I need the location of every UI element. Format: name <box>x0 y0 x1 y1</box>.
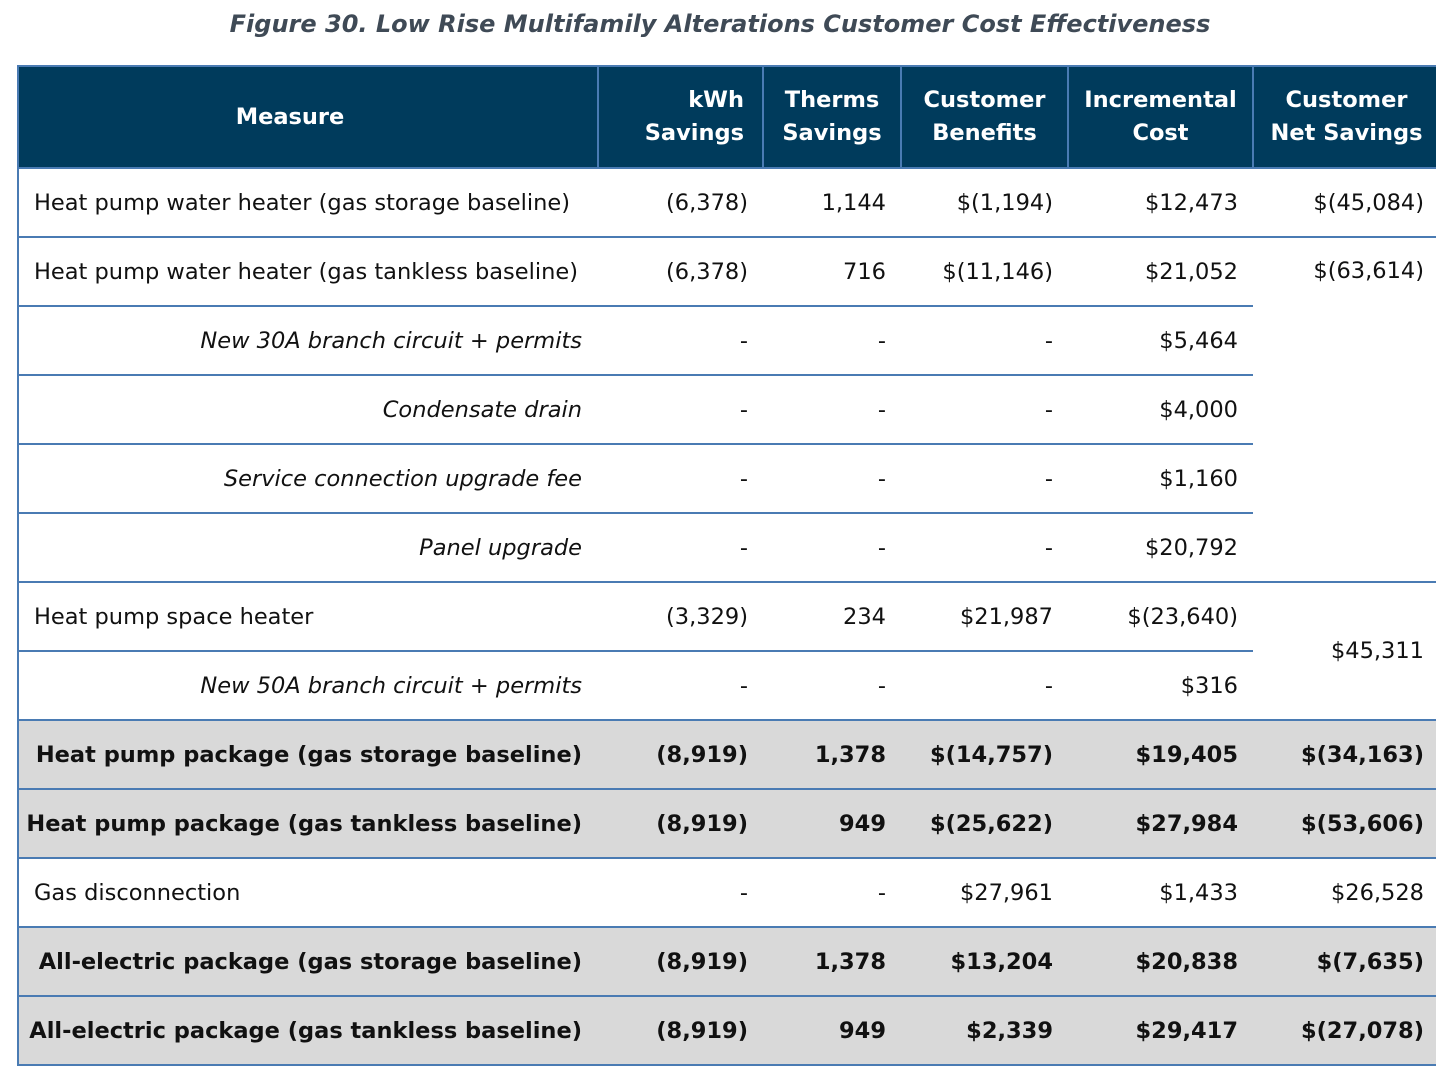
net-savings-cell: $(34,163) <box>1253 719 1436 790</box>
cost-cell: $19,405 <box>1068 719 1253 790</box>
measure-cell: Gas disconnection <box>17 857 598 928</box>
measure-cell: All-electric package (gas tankless basel… <box>17 995 598 1066</box>
measure-cell: Heat pump package (gas tankless baseline… <box>17 788 598 859</box>
therms-cell: 949 <box>763 788 901 859</box>
table-row: Heat pump space heater (3,329) 234 $21,9… <box>17 581 1436 721</box>
cost-cell: $12,473 <box>1068 167 1253 238</box>
measure-cell: All-electric package (gas storage baseli… <box>17 926 598 997</box>
cost-cell: $29,417 <box>1068 995 1253 1066</box>
header-incremental-cost: Incremental Cost <box>1067 65 1254 169</box>
cost-cell: $21,052 <box>1068 236 1253 307</box>
header-kwh-savings: kWh Savings <box>597 65 764 169</box>
kwh-cell: (8,919) <box>598 788 763 859</box>
measure-cell: Service connection upgrade fee <box>17 443 598 514</box>
measure-cell: Heat pump water heater (gas storage base… <box>17 167 598 238</box>
net-savings-cell: $26,528 <box>1253 857 1436 928</box>
kwh-cell: - <box>598 305 763 376</box>
benefits-cell: - <box>901 374 1068 445</box>
table-header: Measure kWh Savings Therms Savings Custome… <box>17 65 1436 169</box>
table-row: Gas disconnection - - $27,961 $1,433 $26… <box>17 857 1436 928</box>
kwh-cell: (6,378) <box>598 167 763 238</box>
cost-cell: $5,464 <box>1068 305 1253 376</box>
net-savings-cell: $(7,635) <box>1253 926 1436 997</box>
cost-effectiveness-table: Measure kWh Savings Therms Savings Custome… <box>17 65 1436 1066</box>
header-customer-benefits: Customer Benefits <box>900 65 1069 169</box>
therms-cell: - <box>763 443 901 514</box>
kwh-cell: (3,329) <box>598 581 763 652</box>
net-savings-cell: $45,311 <box>1253 581 1436 721</box>
therms-cell: 1,144 <box>763 167 901 238</box>
cost-cell: $20,838 <box>1068 926 1253 997</box>
header-therms-savings: Therms Savings <box>762 65 902 169</box>
therms-cell: 1,378 <box>763 926 901 997</box>
benefits-cell: $(11,146) <box>901 236 1068 307</box>
cost-cell: $1,433 <box>1068 857 1253 928</box>
table-row: Heat pump package (gas storage baseline)… <box>17 719 1436 790</box>
measure-cell: Heat pump package (gas storage baseline) <box>17 719 598 790</box>
net-savings-cell: $(45,084) <box>1253 167 1436 238</box>
benefits-cell: - <box>901 512 1068 583</box>
table-row: Service connection upgrade fee - - - $1,… <box>17 443 1436 514</box>
header-customer-net-savings: Customer Net Savings <box>1252 65 1436 169</box>
kwh-cell: (6,378) <box>598 236 763 307</box>
benefits-cell: - <box>901 305 1068 376</box>
therms-cell: 234 <box>763 581 901 652</box>
benefits-cell: - <box>901 650 1068 721</box>
table-row: Panel upgrade - - - $20,792 <box>17 512 1436 583</box>
therms-cell: - <box>763 857 901 928</box>
table-row: Condensate drain - - - $4,000 <box>17 374 1436 445</box>
cost-cell: $1,160 <box>1068 443 1253 514</box>
kwh-cell: - <box>598 374 763 445</box>
therms-cell: 949 <box>763 995 901 1066</box>
measure-cell: Condensate drain <box>17 374 598 445</box>
table-row: Heat pump package (gas tankless baseline… <box>17 788 1436 859</box>
kwh-cell: (8,919) <box>598 719 763 790</box>
benefits-cell: $13,204 <box>901 926 1068 997</box>
measure-cell: Heat pump space heater <box>17 581 598 652</box>
measure-cell: Heat pump water heater (gas tankless bas… <box>17 236 598 307</box>
benefits-cell: $27,961 <box>901 857 1068 928</box>
kwh-cell: (8,919) <box>598 926 763 997</box>
table-row: All-electric package (gas tankless basel… <box>17 995 1436 1066</box>
net-savings-cell: $(53,606) <box>1253 788 1436 859</box>
benefits-cell: - <box>901 443 1068 514</box>
kwh-cell: - <box>598 512 763 583</box>
measure-cell: Panel upgrade <box>17 512 598 583</box>
kwh-cell: - <box>598 857 763 928</box>
net-savings-cell: $(27,078) <box>1253 995 1436 1066</box>
net-savings-cell: $(63,614) <box>1253 236 1436 583</box>
benefits-cell: $(25,622) <box>901 788 1068 859</box>
table-row: New 50A branch circuit + permits - - - $… <box>17 650 1436 721</box>
kwh-cell: - <box>598 650 763 721</box>
cost-cell: $316 <box>1068 650 1253 721</box>
cost-cell: $20,792 <box>1068 512 1253 583</box>
benefits-cell: $2,339 <box>901 995 1068 1066</box>
cost-cell: $4,000 <box>1068 374 1253 445</box>
therms-cell: - <box>763 512 901 583</box>
benefits-cell: $(14,757) <box>901 719 1068 790</box>
benefits-cell: $21,987 <box>901 581 1068 652</box>
table-row: All-electric package (gas storage baseli… <box>17 926 1436 997</box>
cost-cell: $(23,640) <box>1068 581 1253 652</box>
therms-cell: - <box>763 650 901 721</box>
measure-cell: New 30A branch circuit + permits <box>17 305 598 376</box>
table-row: New 30A branch circuit + permits - - - $… <box>17 305 1436 376</box>
therms-cell: 1,378 <box>763 719 901 790</box>
kwh-cell: (8,919) <box>598 995 763 1066</box>
measure-cell: New 50A branch circuit + permits <box>17 650 598 721</box>
kwh-cell: - <box>598 443 763 514</box>
cost-cell: $27,984 <box>1068 788 1253 859</box>
header-measure: Measure <box>17 65 599 169</box>
therms-cell: - <box>763 374 901 445</box>
benefits-cell: $(1,194) <box>901 167 1068 238</box>
table-row: Heat pump water heater (gas tankless bas… <box>17 236 1436 583</box>
table-row: Heat pump water heater (gas storage base… <box>17 167 1436 238</box>
therms-cell: - <box>763 305 901 376</box>
therms-cell: 716 <box>763 236 901 307</box>
figure-caption: Figure 30. Low Rise Multifamily Alterati… <box>229 10 1211 38</box>
